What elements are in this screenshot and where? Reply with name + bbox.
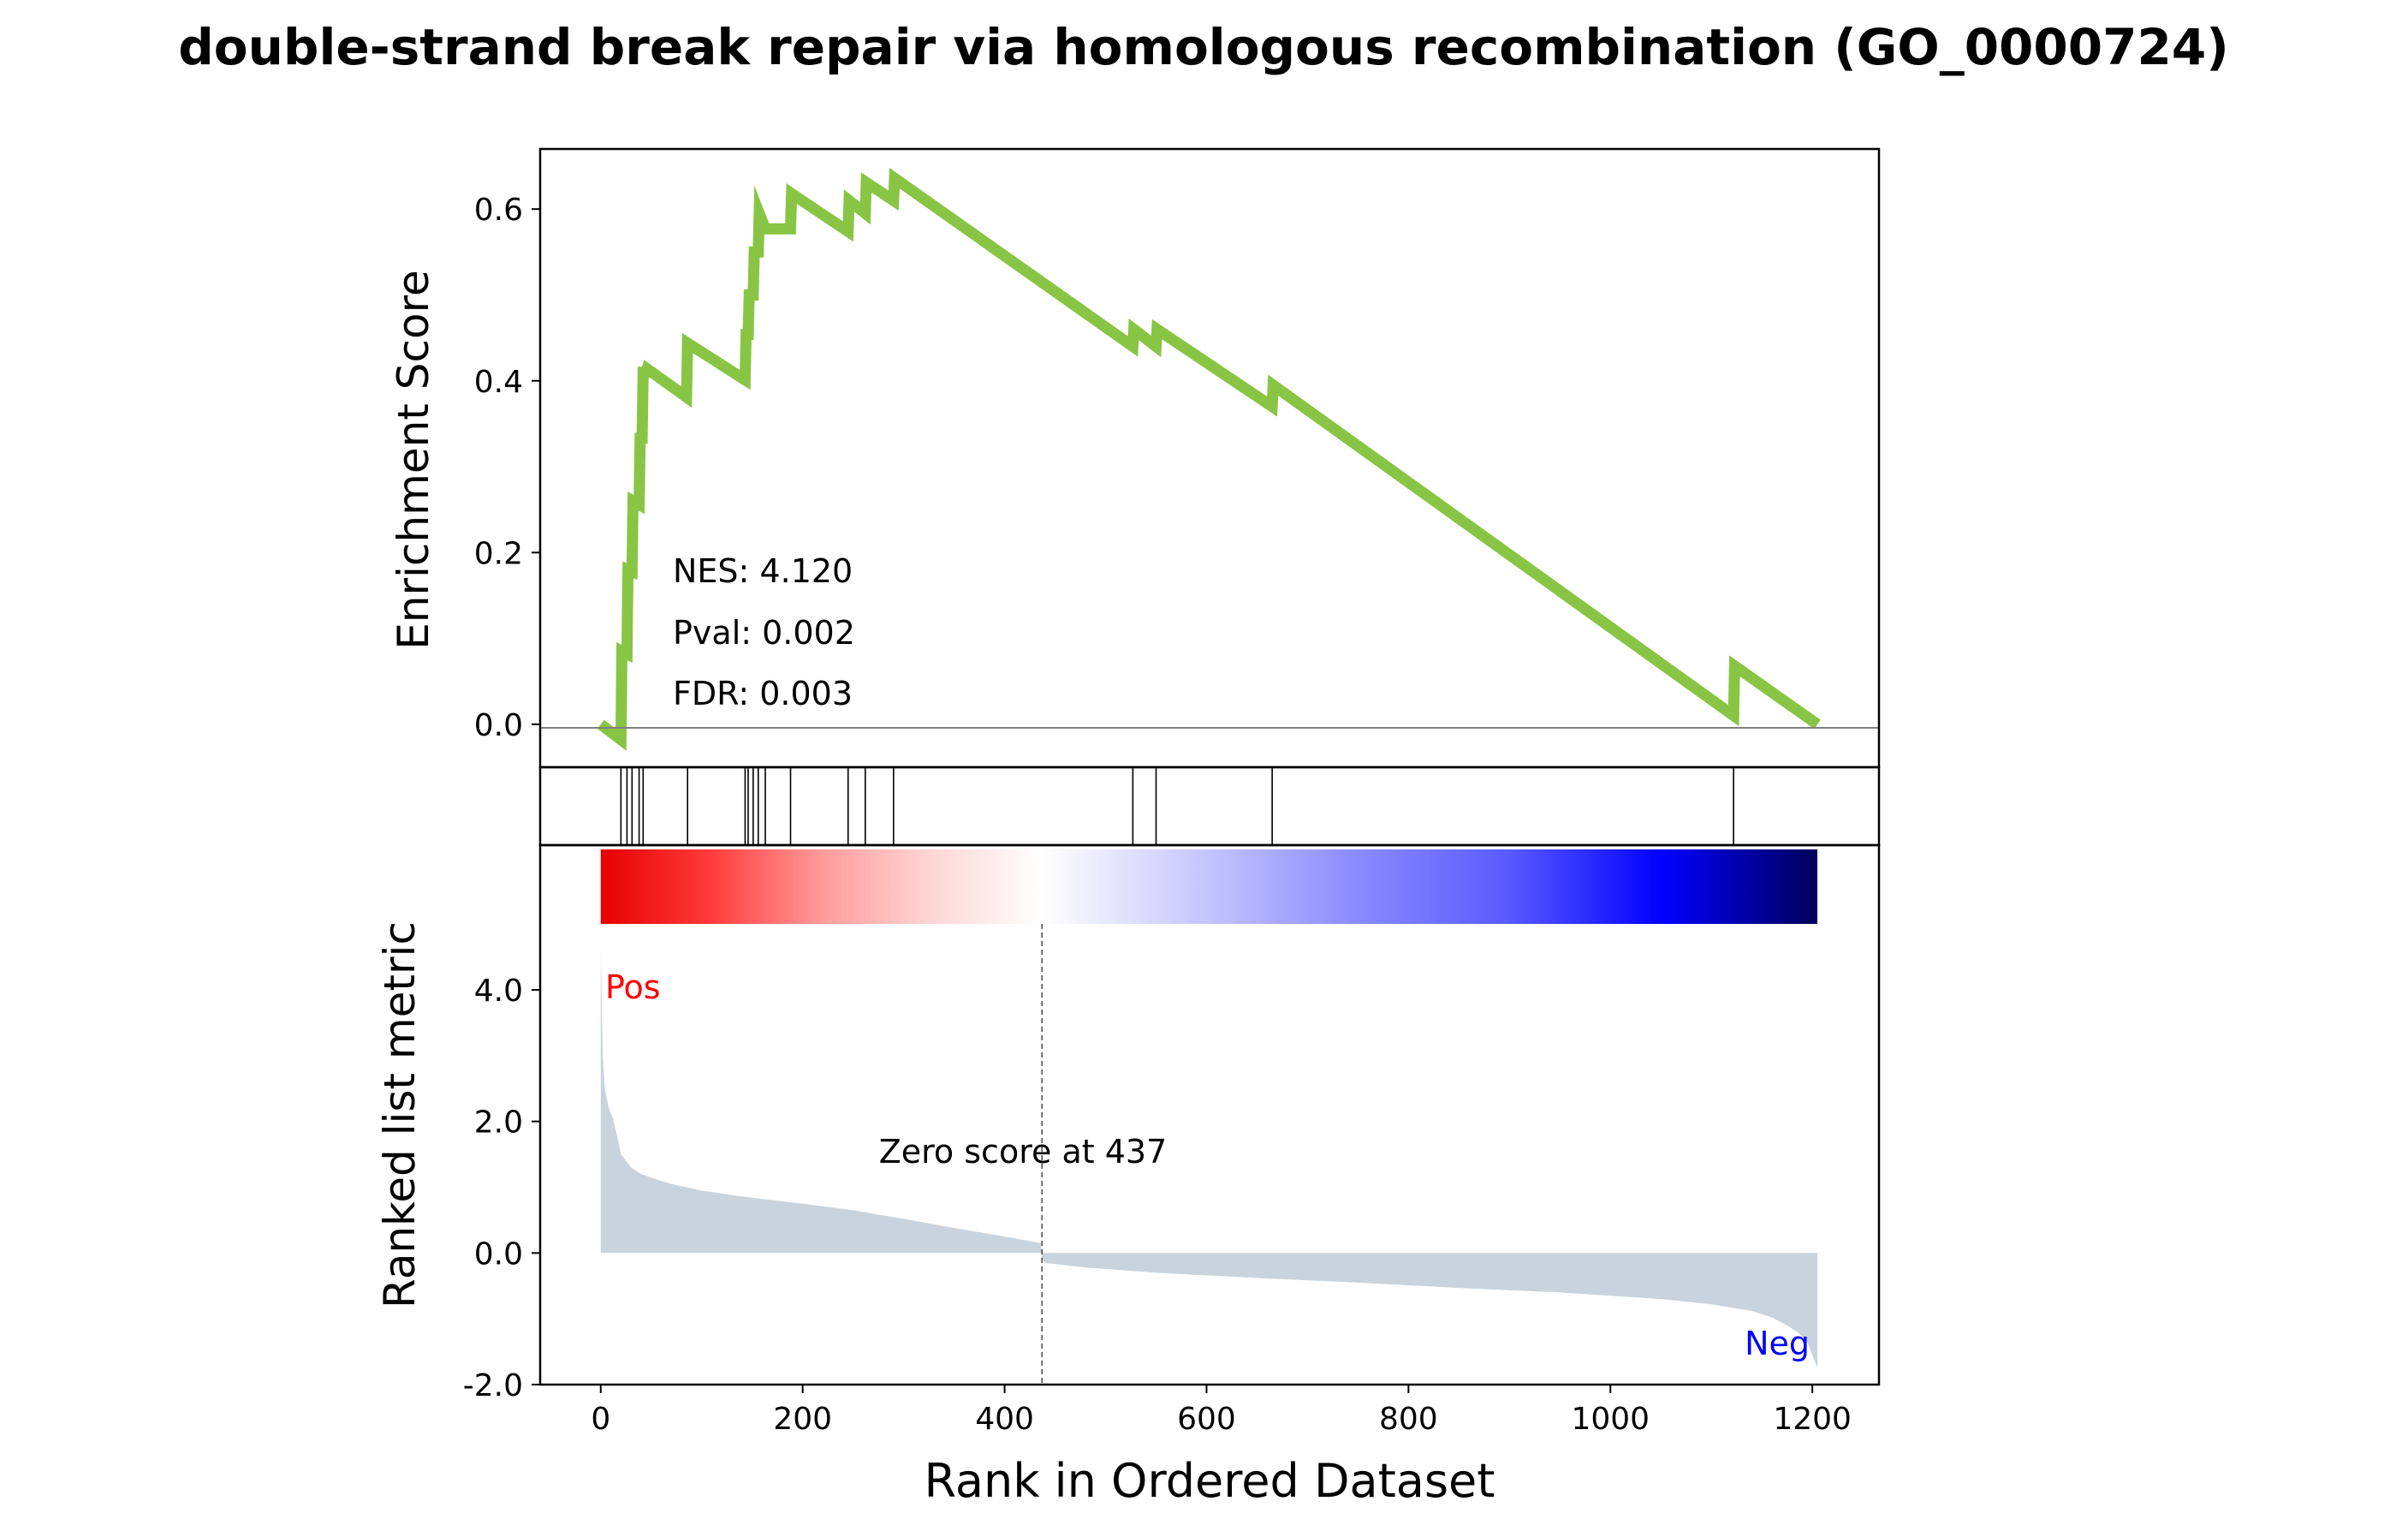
rank-xtick-label: 0 — [591, 1402, 610, 1437]
es-ytick-label: 0.0 — [474, 708, 523, 743]
es-ytick-label: 0.6 — [474, 193, 523, 228]
rank-ytick-label: 2.0 — [474, 1105, 523, 1141]
es-series-line — [597, 167, 1821, 751]
pos-label: Pos — [605, 968, 661, 1006]
rank-xtick-label: 200 — [773, 1402, 832, 1437]
es-ylabel: Enrichment Score — [389, 270, 438, 650]
rank-xtick-label: 400 — [975, 1402, 1034, 1437]
neg-label: Neg — [1745, 1325, 1810, 1362]
ranked-gradient-bar — [600, 849, 1818, 924]
enrichment-panel: 0.0 0.2 0.4 0.6 Enrichment Score NES: 4.120… — [389, 147, 1881, 769]
fdr-annotation: FDR: 0.003 — [673, 675, 853, 712]
pval-annotation: Pval: 0.002 — [673, 614, 855, 652]
rank-xtick-label: 800 — [1379, 1402, 1438, 1437]
ranked-metric-area — [600, 950, 1818, 1368]
rank-ytick-label: -2.0 — [463, 1368, 523, 1403]
zero-score-label: Zero score at 437 — [879, 1133, 1168, 1171]
rank-ytick-label: 4.0 — [474, 974, 523, 1009]
es-ytick-label: 0.2 — [474, 536, 523, 571]
hits-axes-frame — [538, 766, 1881, 847]
rank-xtick-label: 600 — [1177, 1402, 1236, 1437]
ranked-metric-panel: -2.0 0.0 2.0 4.0 0 200 400 600 800 1000 1200 Zero… — [375, 843, 1881, 1508]
es-ytick-label: 0.4 — [474, 365, 523, 400]
rank-axes-frame — [538, 843, 1881, 1386]
nes-annotation: NES: 4.120 — [673, 552, 853, 590]
chart-title: double-strand break repair via homologou… — [178, 18, 2228, 76]
rank-ylabel: Ranked list metric — [375, 921, 425, 1308]
rank-xtick-label: 1200 — [1773, 1402, 1852, 1437]
rank-xlabel: Rank in Ordered Dataset — [925, 1454, 1495, 1508]
hits-panel — [538, 766, 1881, 847]
rank-ytick-label: 0.0 — [474, 1236, 523, 1272]
rank-xtick-label: 1000 — [1571, 1402, 1650, 1437]
